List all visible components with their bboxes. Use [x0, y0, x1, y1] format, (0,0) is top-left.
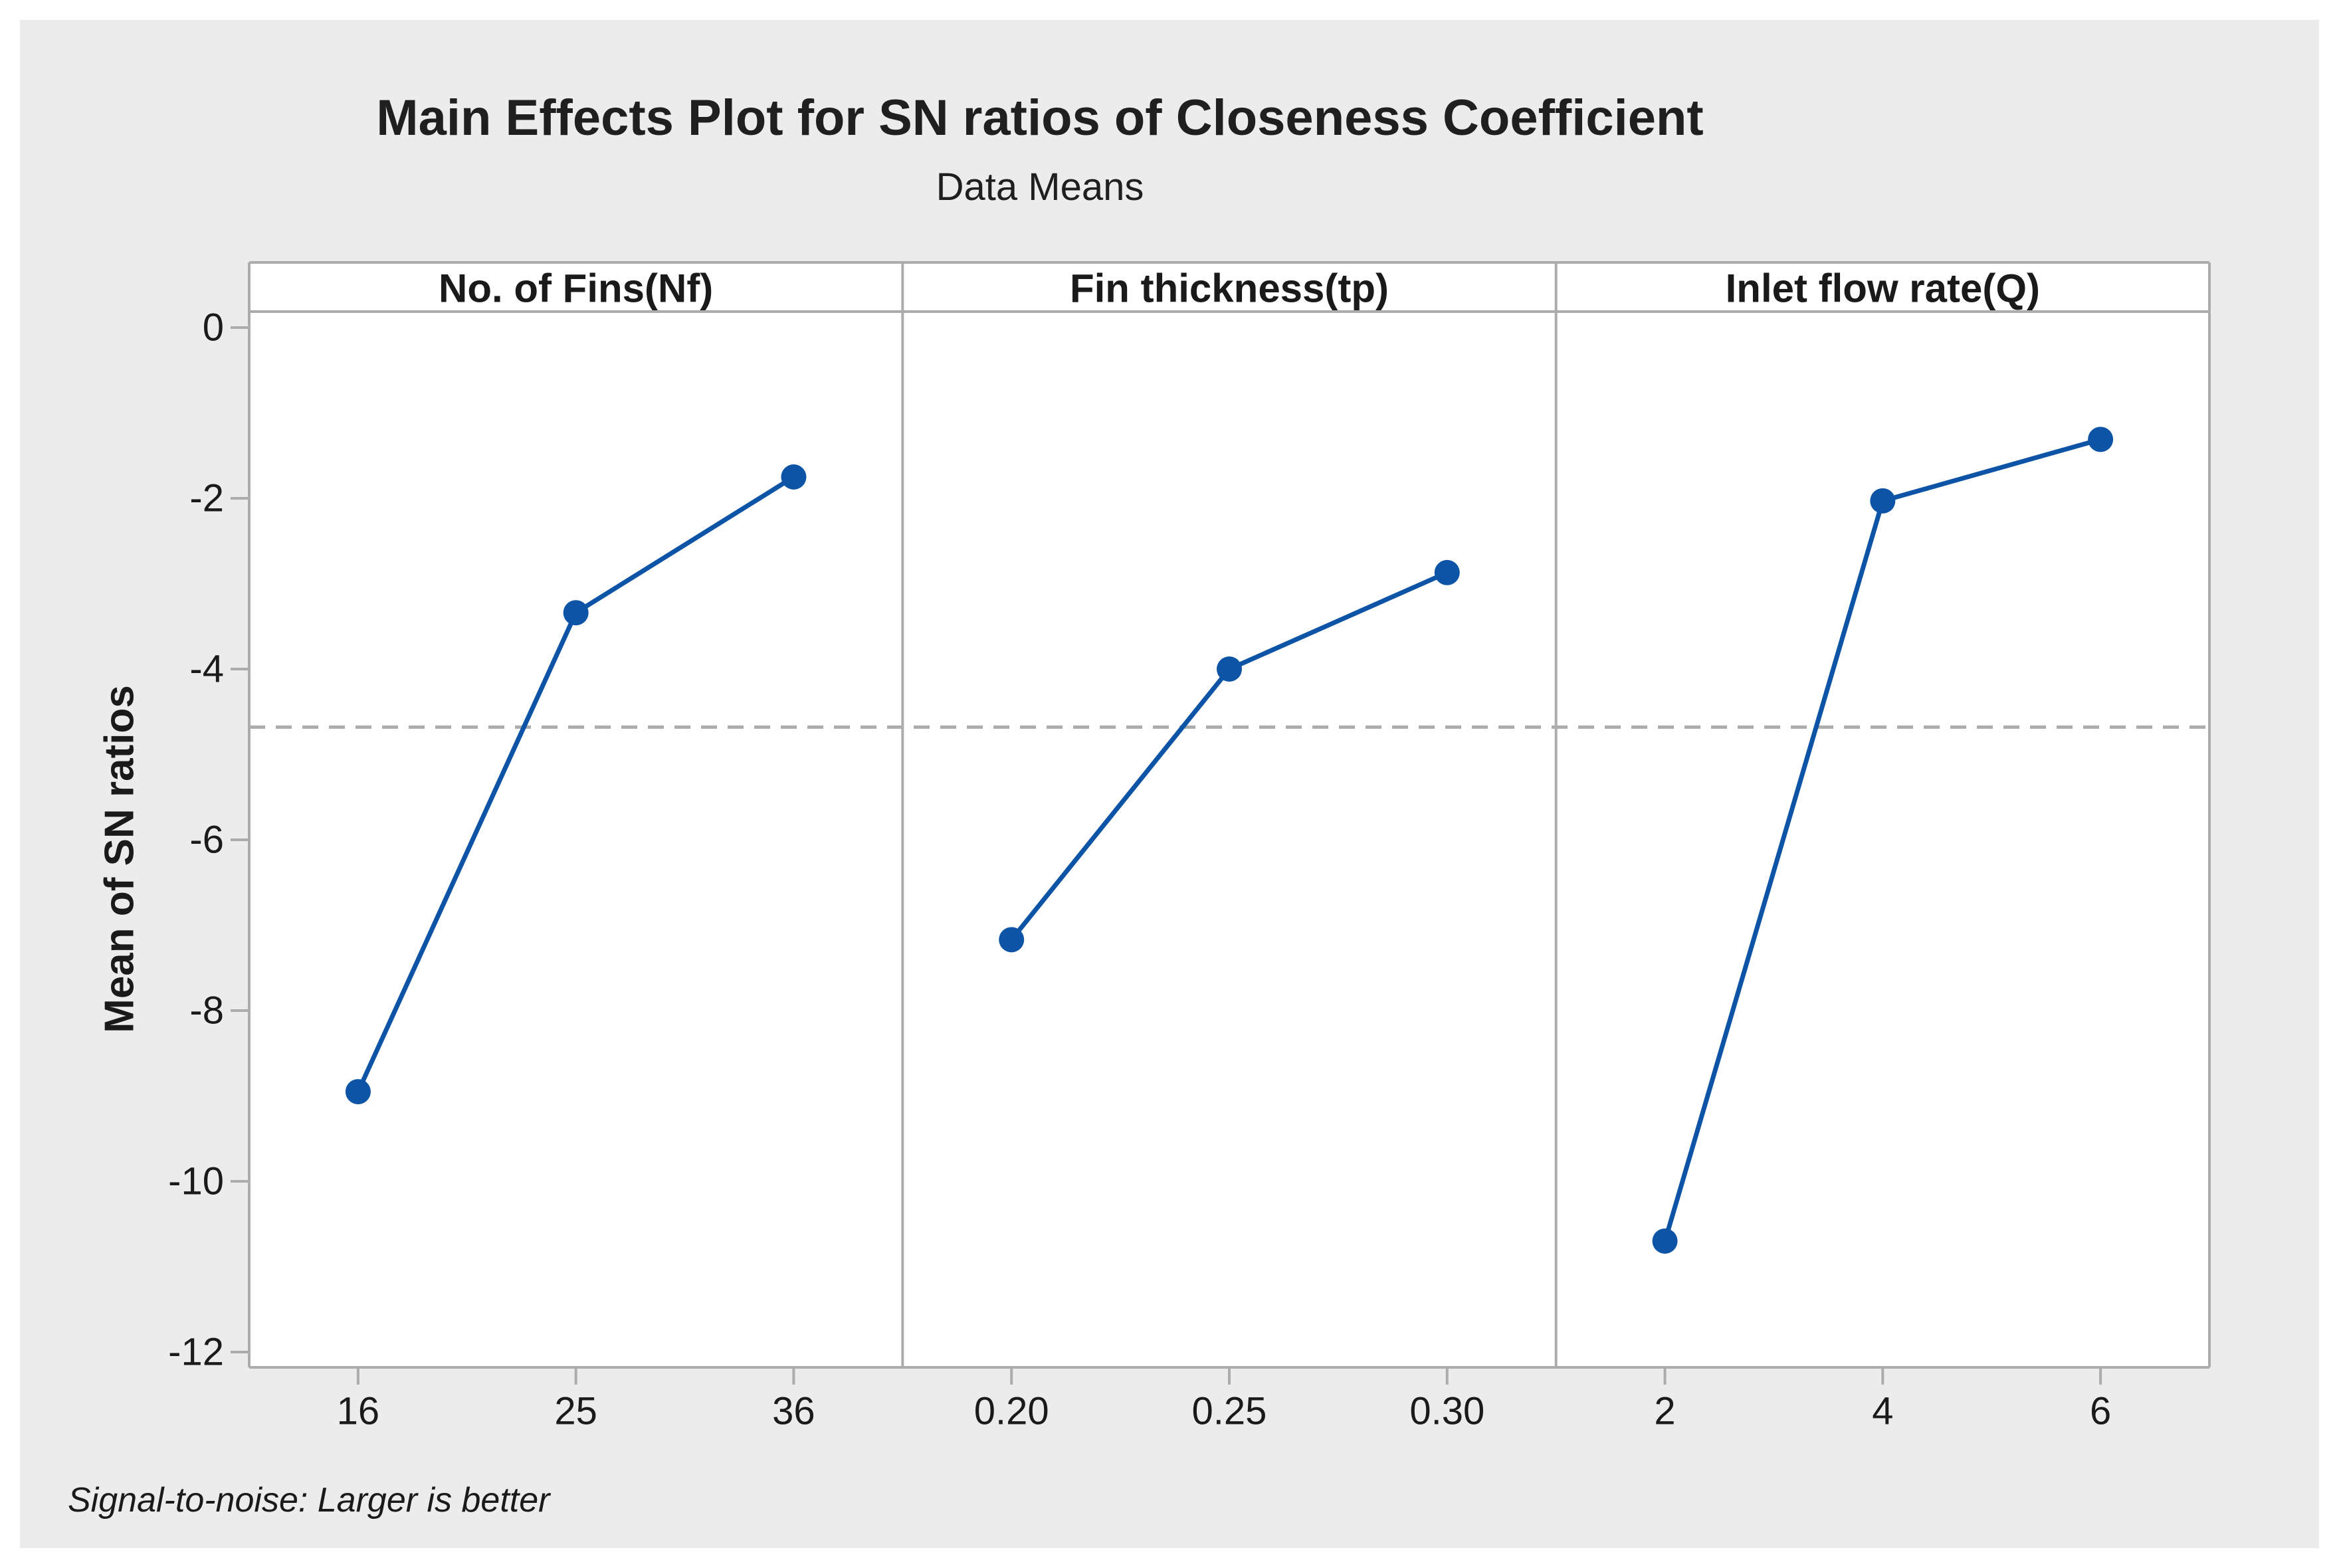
y-tick-label: -10 — [168, 1160, 224, 1203]
x-tick-label: 4 — [1872, 1390, 1893, 1433]
y-tick-label: -4 — [189, 648, 224, 691]
y-tick-label: -12 — [168, 1331, 224, 1374]
y-tick-label: -6 — [189, 819, 224, 862]
data-point-marker — [1434, 559, 1460, 585]
data-point-marker — [563, 600, 589, 626]
y-tick-label: -2 — [189, 477, 224, 520]
panel-header-label: Inlet flow rate(Q) — [1726, 266, 2040, 311]
data-point-marker — [1217, 656, 1242, 682]
data-point-marker — [999, 927, 1025, 953]
chart-subtitle: Data Means — [936, 165, 1144, 209]
x-tick-label: 6 — [2090, 1390, 2111, 1433]
plot-background — [249, 262, 2209, 1367]
panel-header-label: No. of Fins(Nf) — [439, 266, 713, 311]
x-tick-label: 2 — [1654, 1390, 1675, 1433]
x-tick-label: 25 — [554, 1390, 597, 1433]
y-tick-label: -8 — [189, 989, 224, 1032]
data-point-marker — [345, 1079, 371, 1105]
chart-footnote: Signal-to-noise: Larger is better — [68, 1481, 550, 1519]
data-point-marker — [2088, 427, 2114, 452]
panel-header-label: Fin thickness(tp) — [1070, 266, 1389, 311]
x-tick-label: 0.30 — [1409, 1390, 1484, 1433]
data-point-marker — [781, 464, 807, 490]
x-tick-label: 36 — [772, 1390, 815, 1433]
data-point-marker — [1870, 488, 1896, 514]
x-tick-label: 16 — [337, 1390, 380, 1433]
y-tick-label: 0 — [203, 306, 224, 349]
data-point-marker — [1652, 1228, 1678, 1254]
x-tick-label: 0.25 — [1192, 1390, 1267, 1433]
x-tick-label: 0.20 — [974, 1390, 1049, 1433]
chart-title: Main Effects Plot for SN ratios of Close… — [376, 90, 1704, 146]
